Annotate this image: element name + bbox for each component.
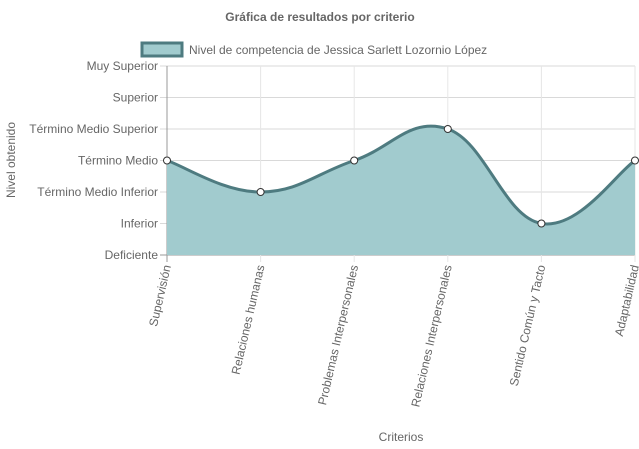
data-point[interactable] xyxy=(537,219,546,228)
y-tick-label: Muy Superior xyxy=(87,59,158,73)
legend[interactable]: Nivel de competencia de Jessica Sarlett … xyxy=(140,41,487,58)
y-tick-label: Término Medio Inferior xyxy=(37,185,158,199)
x-tick-label: Adaptabilidad xyxy=(612,264,639,338)
y-axis-ticks: Deficiente Inferior Término Medio Inferior… xyxy=(29,59,158,262)
data-point[interactable] xyxy=(256,188,265,196)
y-tick-label: Inferior xyxy=(121,217,158,231)
data-point[interactable] xyxy=(163,156,171,165)
legend-label: Nivel de competencia de Jessica Sarlett … xyxy=(189,43,487,57)
x-tick-label: Relaciones Interpersonales xyxy=(408,264,454,409)
series-area xyxy=(167,126,635,255)
data-point[interactable] xyxy=(443,125,452,133)
y-tick-label: Término Medio Superior xyxy=(29,122,158,136)
data-point[interactable] xyxy=(631,156,639,165)
y-tick-label: Término Medio xyxy=(78,154,158,168)
x-tick-label: Problemas Interpersonales xyxy=(315,264,361,407)
series-line xyxy=(166,124,636,226)
x-axis-title: Criterios xyxy=(379,430,424,444)
y-tick-label: Deficiente xyxy=(105,248,159,262)
x-tick-label: Relaciones humanas xyxy=(229,264,268,376)
x-tick-label: Sentido Común y Tacto xyxy=(507,263,549,387)
y-axis-title: Nivel obtenido xyxy=(4,122,18,198)
data-point[interactable] xyxy=(350,156,359,165)
x-tick-label: Supervisión xyxy=(146,264,174,328)
y-tick-label: Superior xyxy=(113,91,158,105)
x-axis-ticks: Supervisión Relaciones humanas Problemas I… xyxy=(146,263,639,408)
chart-title: Gráfica de resultados por criterio xyxy=(225,10,414,24)
legend-swatch xyxy=(140,41,184,58)
series-layer xyxy=(163,124,639,255)
